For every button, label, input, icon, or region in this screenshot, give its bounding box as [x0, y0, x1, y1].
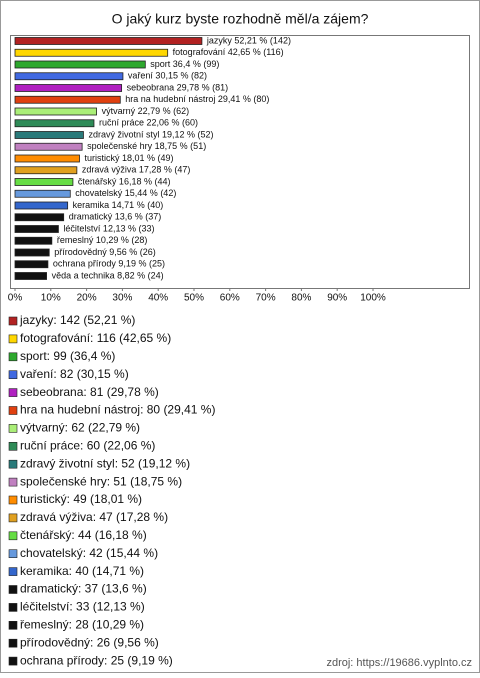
legend-label: ruční práce: 60 (22,06 %)	[20, 438, 155, 452]
bar-label: zdravý životní styl 19,12 % (52)	[88, 129, 213, 139]
x-tick-label: 40%	[148, 293, 168, 304]
bar-label: ochrana přírody 9,19 % (25)	[53, 259, 165, 269]
legend-label: zdravý životní styl: 52 (19,12 %)	[20, 456, 190, 470]
legend-swatch	[8, 406, 18, 415]
x-tick-label: 10%	[41, 293, 61, 304]
bar-label: přírodovědný 9,56 % (26)	[54, 247, 156, 257]
legend-swatch	[8, 656, 18, 666]
legend-label: keramika: 40 (14,71 %)	[20, 564, 144, 578]
x-tick-label: 100%	[360, 293, 386, 304]
legend-label: společenské hry: 51 (18,75 %)	[20, 474, 182, 488]
x-tick-label: 90%	[327, 293, 347, 304]
x-tick-label: 70%	[256, 293, 276, 304]
bar-label: turistický 18,01 % (49)	[84, 153, 173, 163]
legend-label: léčitelství: 33 (12,13 %)	[20, 600, 145, 614]
x-tick-label: 50%	[184, 293, 204, 304]
bar-label: sport 36,4 % (99)	[150, 59, 219, 69]
legend-swatch	[8, 531, 18, 541]
bar	[14, 107, 97, 116]
bar	[14, 236, 53, 245]
bar	[14, 72, 124, 81]
bar	[14, 189, 71, 198]
bar	[14, 48, 169, 57]
bar	[14, 260, 49, 269]
legend-swatch	[8, 424, 18, 433]
bar-label: vaření 30,15 % (82)	[128, 71, 207, 81]
legend-label: jazyky: 142 (52,21 %)	[19, 313, 135, 327]
legend-swatch	[8, 638, 18, 648]
bar	[14, 119, 95, 128]
legend-label: hra na hudební nástroj: 80 (29,41 %)	[20, 403, 215, 417]
legend-swatch	[8, 441, 18, 451]
legend-swatch	[8, 495, 18, 505]
legend-label: sebeobrana: 81 (29,78 %)	[20, 385, 159, 399]
bar-label: fotografování 42,65 % (116)	[173, 47, 284, 57]
legend-label: vaření: 82 (30,15 %)	[20, 367, 129, 381]
legend-swatch	[8, 316, 18, 326]
bar-label: dramatický 13,6 % (37)	[69, 212, 162, 222]
legend-swatch	[8, 603, 18, 612]
bar-label: řemeslný 10,29 % (28)	[57, 235, 148, 245]
bar	[14, 131, 84, 139]
legend-swatch	[8, 459, 18, 469]
legend-swatch	[8, 567, 18, 576]
x-tick-label: 60%	[220, 293, 240, 304]
bar-label: sebeobrana 29,78 % (81)	[127, 82, 229, 92]
bar	[14, 178, 74, 186]
bar-label: léčitelství 12,13 % (33)	[63, 223, 154, 233]
bar	[14, 84, 123, 92]
bar-label: chovatelský 15,44 % (42)	[75, 188, 176, 198]
legend-label: dramatický: 37 (13,6 %)	[20, 582, 147, 596]
legend-label: turistický: 49 (18,01 %)	[20, 492, 142, 506]
legend-label: přírodovědný: 26 (9,56 %)	[20, 635, 159, 649]
bar-label: zdravá výživa 17,28 % (47)	[82, 165, 191, 175]
bar	[14, 60, 146, 69]
bar-label: ruční práce 22,06 % (60)	[99, 118, 198, 128]
bar	[14, 272, 47, 280]
x-tick-label: 20%	[77, 293, 97, 304]
legend-label: chovatelský: 42 (15,44 %)	[20, 546, 158, 560]
legend-label: řemeslný: 28 (10,29 %)	[20, 617, 144, 631]
legend-swatch	[8, 549, 18, 559]
bar	[14, 213, 65, 222]
bar-label: keramika 14,71 % (40)	[73, 200, 164, 210]
legend-swatch	[8, 477, 18, 487]
bar	[14, 166, 78, 175]
legend-swatch	[8, 513, 18, 523]
chart-title: O jaký kurz byste rozhodně měl/a zájem?	[112, 11, 369, 27]
legend-label: výtvarný: 62 (22,79 %)	[20, 421, 140, 435]
bar	[14, 225, 59, 233]
bar	[14, 37, 203, 45]
bar	[14, 201, 69, 210]
bar	[14, 154, 80, 163]
legend-swatch	[8, 334, 18, 344]
legend-label: ochrana přírody: 25 (9,19 %)	[20, 653, 173, 667]
bar	[14, 142, 83, 151]
x-tick-label: 80%	[291, 293, 311, 304]
legend-label: fotografování: 116 (42,65 %)	[20, 331, 171, 345]
bar-label: jazyky 52,21 % (142)	[206, 35, 291, 45]
legend-swatch	[8, 352, 18, 362]
bar	[14, 248, 50, 257]
bar	[14, 95, 121, 104]
bar-label: věda a technika 8,82 % (24)	[52, 270, 164, 280]
legend-label: zdravá výživa: 47 (17,28 %)	[20, 510, 168, 524]
bar-label: hra na hudební nástroj 29,41 % (80)	[125, 94, 269, 104]
legend-swatch	[8, 585, 18, 594]
legend-swatch	[8, 388, 18, 397]
bar-label: společenské hry 18,75 % (51)	[87, 141, 206, 151]
bar-label: výtvarný 22,79 % (62)	[102, 106, 190, 116]
legend-label: čtenářský: 44 (16,18 %)	[20, 528, 147, 542]
legend-swatch	[8, 370, 18, 380]
x-tick-label: 30%	[112, 293, 132, 304]
x-tick-label: 0%	[8, 293, 23, 304]
legend-swatch	[8, 620, 18, 630]
bar-label: čtenářský 16,18 % (44)	[78, 176, 171, 186]
legend-label: sport: 99 (36,4 %)	[20, 349, 115, 363]
source: zdroj: https://19686.vyplnto.cz	[326, 657, 472, 669]
